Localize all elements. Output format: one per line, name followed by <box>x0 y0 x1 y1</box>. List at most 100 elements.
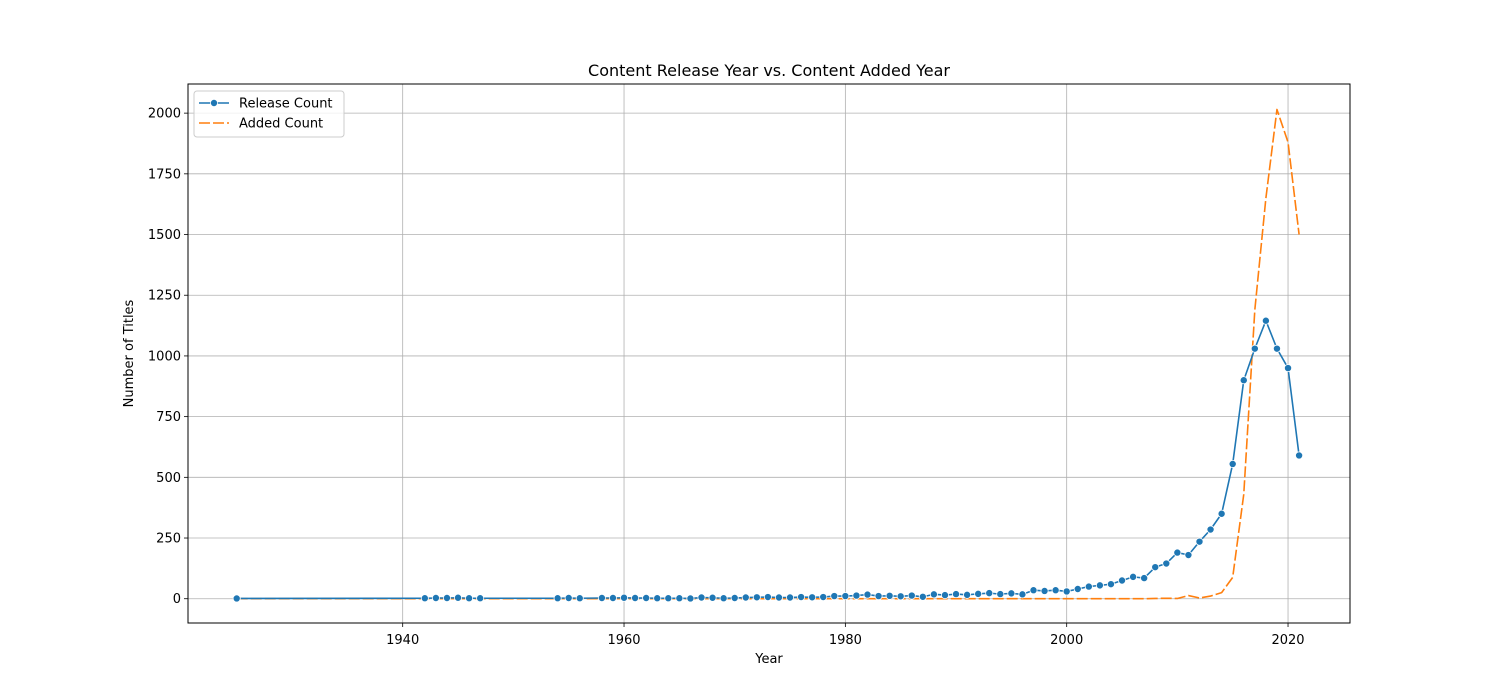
data-point-release-count <box>985 589 994 598</box>
data-point-release-count <box>465 594 474 603</box>
x-tick-label: 2020 <box>1271 633 1304 648</box>
data-point-release-count <box>642 593 651 602</box>
data-point-release-count <box>597 593 606 602</box>
legend-box <box>193 90 345 138</box>
data-point-release-count <box>631 593 640 602</box>
data-point-release-count <box>708 593 717 602</box>
data-point-release-count <box>620 593 629 602</box>
data-point-release-count <box>940 591 949 600</box>
x-tick-label: 1960 <box>607 633 640 648</box>
data-point-release-count <box>1162 559 1171 568</box>
data-point-release-count <box>476 594 485 603</box>
data-point-release-count <box>1272 344 1281 353</box>
data-point-release-count <box>553 594 562 603</box>
x-tick-label: 2000 <box>1050 633 1083 648</box>
data-point-release-count <box>232 594 241 603</box>
data-point-release-count <box>1295 451 1304 460</box>
data-point-release-count <box>797 593 806 602</box>
data-point-release-count <box>786 593 795 602</box>
data-point-release-count <box>852 591 861 600</box>
data-point-release-count <box>653 594 662 603</box>
data-point-release-count <box>1029 586 1038 595</box>
data-point-release-count <box>1173 548 1182 557</box>
data-point-release-count <box>918 592 927 601</box>
data-point-release-count <box>719 594 728 603</box>
data-point-release-count <box>808 593 817 602</box>
x-tick-label: 1980 <box>829 633 862 648</box>
data-point-release-count <box>1140 574 1149 583</box>
data-point-release-count <box>1084 582 1093 591</box>
data-point-release-count <box>575 594 584 603</box>
data-point-release-count <box>1184 551 1193 560</box>
y-axis-label: Number of Titles <box>122 299 137 407</box>
x-axis-label: Year <box>754 652 783 667</box>
data-point-release-count <box>1151 563 1160 572</box>
y-tick-label: 250 <box>156 532 181 547</box>
data-point-release-count <box>730 593 739 602</box>
legend-label-release-count: Release Count <box>239 97 333 112</box>
data-point-release-count <box>1007 589 1016 598</box>
data-point-release-count <box>907 591 916 600</box>
series-line-added-count <box>236 108 1300 600</box>
data-point-release-count <box>1051 586 1060 595</box>
data-point-release-count <box>1095 581 1104 590</box>
data-point-release-count <box>963 590 972 599</box>
axis-ticks: 1940 1960 1980 2000 2020 0 250 500 750 1000 1250 15… <box>148 107 1305 648</box>
data-point-release-count <box>1206 525 1215 534</box>
y-tick-label: 500 <box>156 471 181 486</box>
data-point-release-count <box>1018 590 1027 599</box>
data-point-release-count <box>1062 587 1071 596</box>
data-point-release-count <box>974 589 983 598</box>
data-point-release-count <box>664 594 673 603</box>
data-point-release-count <box>863 590 872 599</box>
data-point-release-count <box>697 593 706 602</box>
data-point-release-count <box>1250 344 1259 353</box>
data-point-release-count <box>454 593 463 602</box>
data-point-release-count <box>1261 316 1270 325</box>
data-point-release-count <box>1217 509 1226 518</box>
chart-title: Content Release Year vs. Content Added Y… <box>588 61 950 80</box>
grid <box>188 84 1350 623</box>
data-point-release-count <box>608 593 617 602</box>
y-tick-label: 750 <box>156 410 181 425</box>
data-point-release-count <box>675 594 684 603</box>
plot-frame <box>187 83 1351 624</box>
data-point-release-count <box>819 593 828 602</box>
legend-marker-release-count <box>209 99 218 108</box>
y-tick-label: 2000 <box>148 107 181 122</box>
data-point-release-count <box>1073 585 1082 594</box>
data-point-release-count <box>885 591 894 600</box>
legend-label-added-count: Added Count <box>239 117 323 132</box>
x-tick-label: 1940 <box>386 633 419 648</box>
data-point-release-count <box>1284 364 1293 373</box>
data-point-release-count <box>752 593 761 602</box>
data-point-release-count <box>952 590 961 599</box>
data-point-release-count <box>774 593 783 602</box>
y-tick-label: 1500 <box>148 228 181 243</box>
data-point-release-count <box>741 593 750 602</box>
y-tick-label: 1250 <box>148 289 181 304</box>
data-point-release-count <box>830 592 839 601</box>
y-tick-label: 0 <box>173 592 181 607</box>
data-point-release-count <box>1195 537 1204 546</box>
series-layer <box>232 108 1304 603</box>
data-point-release-count <box>896 592 905 601</box>
data-point-release-count <box>1118 576 1127 585</box>
data-point-release-count <box>1040 586 1049 595</box>
y-tick-label: 1000 <box>148 349 181 364</box>
data-point-release-count <box>1239 376 1248 385</box>
data-point-release-count <box>442 593 451 602</box>
data-point-release-count <box>1129 572 1138 581</box>
data-point-release-count <box>929 590 938 599</box>
data-point-release-count <box>841 592 850 601</box>
data-point-release-count <box>564 593 573 602</box>
data-point-release-count <box>874 592 883 601</box>
data-point-release-count <box>1106 580 1115 589</box>
legend: Release Count Added Count <box>193 90 345 138</box>
data-point-release-count <box>431 593 440 602</box>
data-point-release-count <box>763 593 772 602</box>
y-tick-label: 1750 <box>148 167 181 182</box>
data-point-release-count <box>420 594 429 603</box>
data-point-release-count <box>1228 459 1237 468</box>
